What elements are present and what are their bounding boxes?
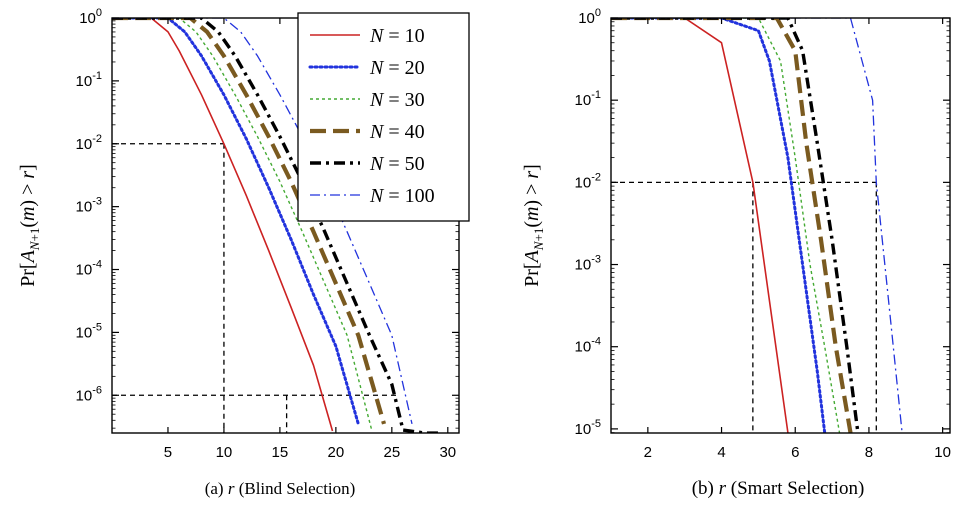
y-axis-ticks: 100 10-1 10-2 10-3 10-4 10-5 xyxy=(575,7,950,438)
series-lines xyxy=(611,18,903,433)
legend: N = 10 N = 20 N = 30 N = 40 N = 50 N = 100 xyxy=(297,12,470,222)
legend-box xyxy=(297,12,470,222)
y-tick-label: 10-1 xyxy=(76,70,102,90)
x-tick-label: 5 xyxy=(164,444,172,461)
series-line-n20 xyxy=(112,18,360,426)
y-tick-label: 10-5 xyxy=(76,321,102,341)
y-tick-label: 10-3 xyxy=(76,196,102,216)
series-line-n40 xyxy=(112,18,387,425)
y-tick-label: 10-4 xyxy=(575,336,601,356)
x-tick-label: 10 xyxy=(216,444,233,461)
y-tick-label: 10-4 xyxy=(76,259,102,279)
legend-label-2: N = 30 xyxy=(369,89,425,111)
legend-label-4: N = 50 xyxy=(369,153,425,175)
y-tick-label: 10-6 xyxy=(76,384,102,404)
guide-lines xyxy=(611,181,877,433)
series-lines xyxy=(112,18,443,433)
x-tick-label: 4 xyxy=(717,444,725,461)
y-tick-label: 100 xyxy=(578,7,601,27)
y-tick-label: 10-1 xyxy=(575,89,601,109)
x-tick-label: 30 xyxy=(439,444,456,461)
y-axis-label: Pr[AN+1(m) > r] xyxy=(17,164,42,287)
plot-frame xyxy=(610,17,951,434)
y-axis-label: Pr[AN+1(m) > r] xyxy=(521,164,546,287)
x-tick-label: 6 xyxy=(791,444,799,461)
y-tick-label: 100 xyxy=(79,7,102,27)
legend-label-3: N = 40 xyxy=(369,121,425,143)
y-tick-label: 10-5 xyxy=(575,418,601,438)
legend-label-0: N = 10 xyxy=(369,25,425,47)
x-axis-caption: (b) r (Smart Selection) xyxy=(692,478,865,499)
series-line-n10 xyxy=(611,18,789,433)
series-line-n100 xyxy=(611,18,903,433)
legend-label-5: N = 100 xyxy=(369,185,435,207)
series-line-n50 xyxy=(611,18,860,433)
series-line-n40 xyxy=(611,18,853,433)
x-axis-ticks: 5 10 15 20 25 30 xyxy=(164,18,456,461)
y-tick-label: 10-2 xyxy=(575,171,601,191)
x-tick-label: 10 xyxy=(934,444,951,461)
x-tick-label: 2 xyxy=(644,444,652,461)
y-tick-label: 10-2 xyxy=(76,133,102,153)
series-line-n10 xyxy=(112,18,334,432)
series-line-n30 xyxy=(611,18,841,433)
legend-label-1: N = 20 xyxy=(369,57,425,79)
x-tick-label: 15 xyxy=(272,444,289,461)
x-tick-label: 20 xyxy=(328,444,345,461)
x-axis-caption: (a) r (Blind Selection) xyxy=(205,479,356,498)
x-tick-label: 8 xyxy=(865,444,873,461)
panel-b-smart-selection: 2 4 6 8 10 100 10-1 10-2 10-3 10-4 10-5 Pr[AN+1(m) … xyxy=(521,7,951,499)
series-line-n20 xyxy=(611,18,827,433)
x-tick-label: 25 xyxy=(383,444,400,461)
series-line-n30 xyxy=(112,18,373,431)
x-axis-ticks: 2 4 6 8 10 xyxy=(644,18,951,461)
y-tick-label: 10-3 xyxy=(575,254,601,274)
panel-a-blind-selection: 5 10 15 20 25 30 100 10-1 10-2 10-3 10-4 10-5 10-6 Pr… xyxy=(17,7,470,498)
